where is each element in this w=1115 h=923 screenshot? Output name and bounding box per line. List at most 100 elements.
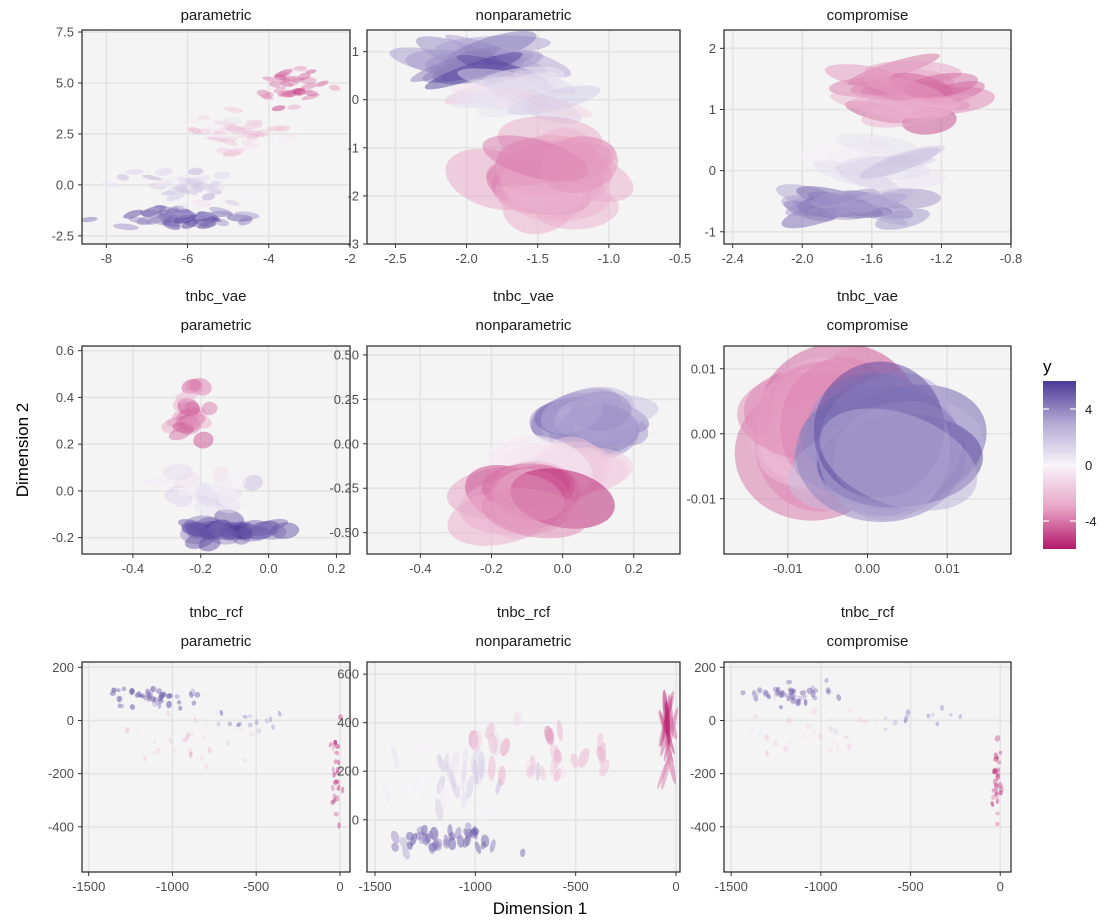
data-ellipse bbox=[850, 741, 855, 748]
data-ellipse bbox=[848, 708, 852, 713]
data-ellipse bbox=[469, 745, 481, 772]
data-ellipse bbox=[287, 104, 301, 110]
x-tick-label: -1500 bbox=[715, 879, 748, 894]
data-ellipse bbox=[846, 742, 852, 750]
data-ellipse bbox=[539, 765, 547, 781]
data-ellipse bbox=[144, 475, 172, 487]
x-tick-label: -4 bbox=[263, 251, 275, 266]
data-ellipse bbox=[267, 125, 283, 132]
x-axis-title: Dimension 1 bbox=[493, 899, 588, 918]
y-tick-label: -2.5 bbox=[52, 228, 74, 243]
data-ellipse bbox=[201, 193, 215, 201]
data-ellipse bbox=[193, 503, 216, 516]
data-ellipse bbox=[757, 731, 763, 738]
data-ellipse bbox=[810, 190, 861, 209]
x-tick-label: -6 bbox=[182, 251, 194, 266]
x-tick-label: -1000 bbox=[804, 879, 837, 894]
data-ellipse bbox=[535, 188, 619, 230]
data-ellipse bbox=[354, 828, 363, 839]
data-ellipse bbox=[488, 755, 496, 781]
y-tick-label: 0.00 bbox=[334, 436, 359, 451]
data-ellipse bbox=[808, 724, 812, 729]
data-ellipse bbox=[235, 193, 248, 201]
data-ellipse bbox=[796, 699, 801, 705]
x-tick-label: -1.0 bbox=[598, 251, 620, 266]
data-ellipse bbox=[195, 211, 218, 220]
y-tick-label: 2.5 bbox=[56, 126, 74, 141]
y-tick-label: 0.0 bbox=[56, 483, 74, 498]
panel-title: compromise bbox=[827, 7, 909, 24]
x-tick-label: 0.00 bbox=[855, 561, 880, 576]
ellipse-marks bbox=[144, 377, 300, 552]
data-ellipse bbox=[113, 223, 139, 231]
x-tick-label: 0.01 bbox=[935, 561, 960, 576]
data-ellipse bbox=[556, 719, 563, 741]
data-ellipse bbox=[598, 742, 607, 765]
data-ellipse bbox=[332, 771, 337, 778]
data-ellipse bbox=[189, 377, 212, 396]
data-ellipse bbox=[233, 211, 260, 220]
data-ellipse bbox=[399, 836, 408, 848]
y-tick-label: -0.50 bbox=[329, 525, 359, 540]
data-ellipse bbox=[247, 722, 253, 728]
legend-tick-label: 4 bbox=[1085, 402, 1092, 417]
panel-title: compromise bbox=[827, 317, 909, 334]
data-ellipse bbox=[337, 784, 341, 791]
data-ellipse bbox=[329, 84, 341, 91]
data-ellipse bbox=[188, 184, 205, 192]
x-tick-label: 0 bbox=[672, 879, 679, 894]
data-ellipse bbox=[812, 728, 816, 736]
x-tick-label: -0.01 bbox=[773, 561, 803, 576]
x-tick-label: -1.5 bbox=[527, 251, 549, 266]
data-ellipse bbox=[752, 714, 758, 719]
data-ellipse bbox=[123, 209, 144, 219]
panel-subtitle: tnbc_vae bbox=[186, 288, 247, 305]
data-ellipse bbox=[798, 695, 804, 700]
data-ellipse bbox=[405, 779, 415, 799]
y-tick-label: 0 bbox=[67, 713, 74, 728]
data-ellipse bbox=[260, 94, 274, 100]
data-ellipse bbox=[338, 714, 343, 720]
data-ellipse bbox=[825, 687, 831, 694]
data-ellipse bbox=[410, 832, 418, 847]
data-ellipse bbox=[208, 180, 221, 189]
y-tick-label: 0.01 bbox=[691, 361, 716, 376]
data-ellipse bbox=[175, 390, 198, 404]
data-ellipse bbox=[216, 721, 221, 727]
data-ellipse bbox=[225, 199, 240, 206]
x-tick-label: -1000 bbox=[156, 879, 189, 894]
data-ellipse bbox=[178, 705, 183, 711]
data-ellipse bbox=[428, 830, 434, 839]
data-ellipse bbox=[993, 793, 999, 800]
panel-4: -0.4 -0.2 0.0 0.2 -0.2 0.0 0.2 0.4 0.6 parametric… bbox=[52, 288, 351, 576]
panel-subtitle: tnbc_rcf bbox=[497, 604, 551, 621]
ellipse-marks bbox=[734, 346, 987, 523]
data-ellipse bbox=[209, 206, 233, 216]
data-ellipse bbox=[222, 116, 243, 125]
data-ellipse bbox=[188, 167, 204, 176]
data-ellipse bbox=[243, 143, 260, 148]
data-ellipse bbox=[764, 734, 770, 741]
legend-title: y bbox=[1043, 357, 1052, 376]
data-ellipse bbox=[995, 822, 1000, 826]
y-tick-label: 0.25 bbox=[334, 392, 359, 407]
y-tick-label: 7.5 bbox=[56, 25, 74, 40]
data-ellipse bbox=[664, 700, 671, 746]
data-ellipse bbox=[535, 762, 541, 781]
panel-2: -2.5 -2.0 -1.5 -1.0 -0.5-3-2-101nonparametri… bbox=[347, 7, 691, 266]
data-ellipse bbox=[992, 768, 998, 774]
data-ellipse bbox=[121, 686, 127, 692]
y-tick-label: 0.4 bbox=[56, 390, 74, 405]
data-ellipse bbox=[268, 81, 281, 88]
panel-subtitle: tnbc_vae bbox=[493, 288, 554, 305]
data-ellipse bbox=[858, 717, 863, 723]
data-ellipse bbox=[835, 746, 840, 752]
data-ellipse bbox=[557, 762, 567, 780]
data-ellipse bbox=[193, 431, 214, 449]
data-ellipse bbox=[776, 686, 781, 691]
data-ellipse bbox=[772, 695, 777, 702]
data-ellipse bbox=[176, 700, 182, 705]
data-ellipse bbox=[256, 728, 262, 734]
x-tick-label: -0.4 bbox=[409, 561, 431, 576]
data-ellipse bbox=[166, 700, 172, 709]
